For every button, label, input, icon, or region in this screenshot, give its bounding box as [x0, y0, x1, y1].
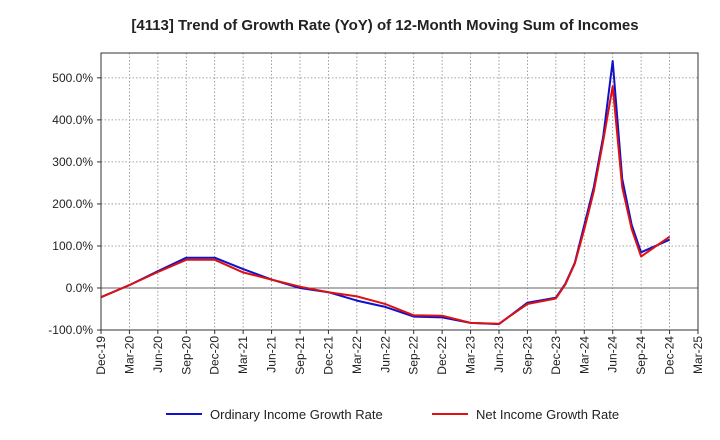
x-tick-label: Sep-22 — [407, 336, 421, 375]
y-tick-label: 100.0% — [52, 239, 93, 253]
y-tick-label: 300.0% — [52, 155, 93, 169]
x-tick-label: Dec-21 — [321, 336, 335, 375]
series-line-net — [100, 85, 671, 325]
y-tick-label: 200.0% — [52, 197, 93, 211]
x-tick-label: Jun-21 — [265, 336, 279, 373]
x-tick-label: Dec-19 — [94, 336, 108, 375]
y-tick-label: -100.0% — [48, 323, 93, 337]
y-tick-label: 500.0% — [52, 71, 93, 85]
chart-title: [4113] Trend of Growth Rate (YoY) of 12-… — [131, 17, 638, 34]
legend-label-net: Net Income Growth Rate — [476, 407, 619, 422]
x-tick-label: Mar-21 — [236, 336, 250, 374]
plot-frame — [100, 52, 699, 331]
y-tick-label: 0.0% — [66, 281, 94, 295]
legend-label-ordinary: Ordinary Income Growth Rate — [210, 407, 383, 422]
legend: Ordinary Income Growth Rate Net Income G… — [166, 407, 619, 422]
x-tick-label: Dec-20 — [208, 336, 222, 375]
x-axis: Dec-19 Mar-20 Jun-20 Sep-20 Dec-20 Mar-21 Jun-… — [94, 330, 705, 375]
x-tick-label: Dec-23 — [549, 336, 563, 375]
x-tick-label: Jun-20 — [151, 336, 165, 373]
x-tick-label: Jun-24 — [606, 336, 620, 373]
grid — [100, 53, 699, 331]
x-tick-label: Dec-24 — [663, 336, 677, 375]
x-tick-label: Mar-22 — [350, 336, 364, 374]
x-tick-label: Dec-22 — [435, 336, 449, 375]
x-tick-label: Sep-21 — [293, 336, 307, 375]
x-tick-label: Sep-24 — [634, 336, 648, 375]
y-tick-label: 400.0% — [52, 113, 93, 127]
y-axis: -100.0% 0.0% 100.0% 200.0% 300.0% 400.0% 500.0… — [48, 71, 101, 337]
x-tick-label: Mar-25 — [691, 336, 705, 374]
x-tick-label: Sep-20 — [179, 336, 193, 375]
x-tick-label: Mar-23 — [464, 336, 478, 374]
x-tick-label: Mar-24 — [577, 336, 591, 374]
x-tick-label: Mar-20 — [122, 336, 136, 374]
x-tick-label: Jun-23 — [492, 336, 506, 373]
series-lines — [100, 60, 671, 326]
x-tick-label: Sep-23 — [520, 336, 534, 375]
x-tick-label: Jun-22 — [378, 336, 392, 373]
